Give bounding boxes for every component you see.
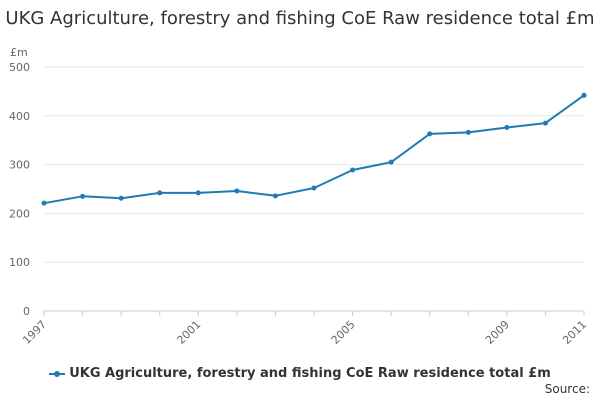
chart-title: UKG Agriculture, forestry and fishing Co… — [5, 8, 595, 29]
data-point — [118, 195, 124, 201]
data-point — [272, 193, 278, 199]
data-point — [388, 159, 394, 165]
data-point — [311, 185, 317, 191]
y-tick-label: 300 — [9, 159, 30, 172]
data-point — [542, 120, 548, 126]
data-point — [195, 190, 201, 196]
legend-swatch-icon — [49, 370, 66, 377]
data-point — [427, 131, 433, 137]
data-point — [80, 193, 86, 199]
x-tick-label: 2005 — [329, 318, 358, 347]
data-point — [504, 125, 510, 131]
x-tick-label: 2009 — [483, 318, 512, 347]
x-tick-labels: 1997 2001 2005 2009 2011 — [20, 318, 589, 347]
data-point — [581, 92, 587, 98]
x-tick-label: 1997 — [20, 318, 49, 347]
x-tick-label: 2011 — [560, 318, 589, 347]
y-tick-label: 500 — [9, 61, 30, 74]
y-axis-label: £m — [10, 46, 28, 59]
y-tick-labels: 0 100 200 300 400 500 — [9, 61, 30, 318]
x-tick-label: 2001 — [174, 318, 203, 347]
series-group — [41, 92, 587, 206]
grid-lines — [43, 66, 585, 316]
data-point — [350, 167, 356, 173]
y-tick-label: 100 — [9, 256, 30, 269]
data-point — [234, 188, 240, 194]
y-tick-label: 400 — [9, 110, 30, 123]
legend-label: UKG Agriculture, forestry and fishing Co… — [69, 366, 551, 381]
data-point — [41, 200, 47, 206]
y-tick-label: 0 — [23, 305, 30, 318]
data-point — [465, 129, 471, 135]
source-label: Source: — [544, 382, 590, 396]
y-tick-label: 200 — [9, 207, 30, 220]
data-point — [157, 190, 163, 196]
legend[interactable]: UKG Agriculture, forestry and fishing Co… — [0, 366, 600, 381]
